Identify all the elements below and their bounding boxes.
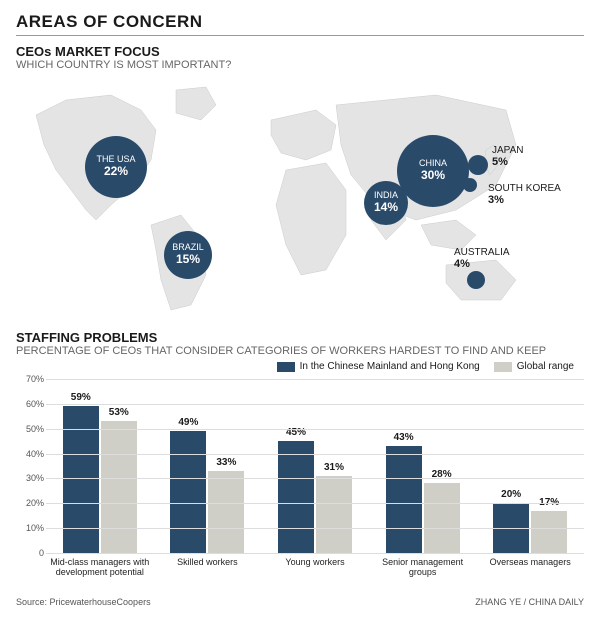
staffing-title: STAFFING PROBLEMS [16, 330, 584, 345]
bar-group: 45%31% [278, 441, 352, 553]
bubble-ext-label: SOUTH KOREA3% [488, 183, 561, 206]
map-bubble [463, 178, 477, 192]
gridline [46, 379, 584, 380]
y-axis-label: 50% [26, 424, 44, 434]
bar-chart: In the Chinese Mainland and Hong Kong Gl… [16, 361, 584, 591]
bar: 17% [531, 511, 567, 553]
market-focus-title: CEOs MARKET FOCUS [16, 44, 584, 59]
category-label: Mid-class managers with development pote… [50, 557, 150, 578]
category-label: Young workers [265, 557, 365, 567]
bar-value-label: 53% [101, 407, 137, 418]
bar-value-label: 33% [208, 457, 244, 468]
bar-group: 43%28% [386, 446, 460, 553]
bar: 45% [278, 441, 314, 553]
gridline [46, 478, 584, 479]
y-axis-label: 20% [26, 498, 44, 508]
gridline [46, 404, 584, 405]
bubble-pct-label: 30% [421, 169, 445, 182]
footer: Source: PricewaterhouseCoopers ZHANG YE … [16, 597, 584, 607]
bubble-pct-label: 14% [374, 201, 398, 214]
bar: 33% [208, 471, 244, 553]
credit-text: ZHANG YE / CHINA DAILY [475, 597, 584, 607]
bar: 43% [386, 446, 422, 553]
y-axis-label: 30% [26, 473, 44, 483]
gridline [46, 503, 584, 504]
gridline [46, 553, 584, 554]
category-label: Overseas managers [480, 557, 580, 567]
main-title: AREAS OF CONCERN [16, 12, 584, 36]
gridline [46, 429, 584, 430]
source-text: Source: PricewaterhouseCoopers [16, 597, 151, 607]
bar: 31% [316, 476, 352, 553]
bar: 28% [424, 483, 460, 553]
y-axis-label: 0 [39, 548, 44, 558]
map-bubble [467, 271, 485, 289]
category-label: Senior management groups [373, 557, 473, 578]
bar: 53% [101, 421, 137, 553]
legend-item-2: Global range [494, 361, 574, 372]
bar-value-label: 49% [170, 417, 206, 428]
y-axis-label: 60% [26, 399, 44, 409]
bubble-ext-label: JAPAN5% [492, 145, 524, 168]
bar-value-label: 20% [493, 489, 529, 500]
map-bubble: CHINA30% [397, 135, 469, 207]
map-bubble: BRAZIL15% [164, 231, 212, 279]
y-axis-label: 10% [26, 523, 44, 533]
legend-label-2: Global range [517, 361, 574, 372]
y-axis-label: 70% [26, 374, 44, 384]
bubble-ext-label: AUSTRALIA4% [454, 247, 510, 270]
category-label: Skilled workers [157, 557, 257, 567]
bubble-pct-label: 15% [176, 253, 200, 266]
legend-label-1: In the Chinese Mainland and Hong Kong [300, 361, 480, 372]
bar-value-label: 17% [531, 497, 567, 508]
chart-legend: In the Chinese Mainland and Hong Kong Gl… [277, 361, 574, 372]
map-bubble [468, 155, 488, 175]
legend-item-1: In the Chinese Mainland and Hong Kong [277, 361, 480, 372]
bar-group: 49%33% [170, 431, 244, 553]
map-bubble: INDIA14% [364, 181, 408, 225]
market-focus-subtitle: WHICH COUNTRY IS MOST IMPORTANT? [16, 59, 584, 71]
map-bubble: THE USA22% [85, 136, 147, 198]
gridline [46, 528, 584, 529]
bar-value-label: 59% [63, 392, 99, 403]
staffing-subtitle: PERCENTAGE OF CEOs THAT CONSIDER CATEGOR… [16, 345, 584, 357]
bar-value-label: 43% [386, 432, 422, 443]
bubble-pct-label: 22% [104, 165, 128, 178]
bar: 49% [170, 431, 206, 553]
world-map: THE USA22% BRAZIL15% CHINA30%INDIA14% JAPAN… [16, 75, 584, 320]
bar-value-label: 31% [316, 462, 352, 473]
y-axis-label: 40% [26, 449, 44, 459]
gridline [46, 454, 584, 455]
